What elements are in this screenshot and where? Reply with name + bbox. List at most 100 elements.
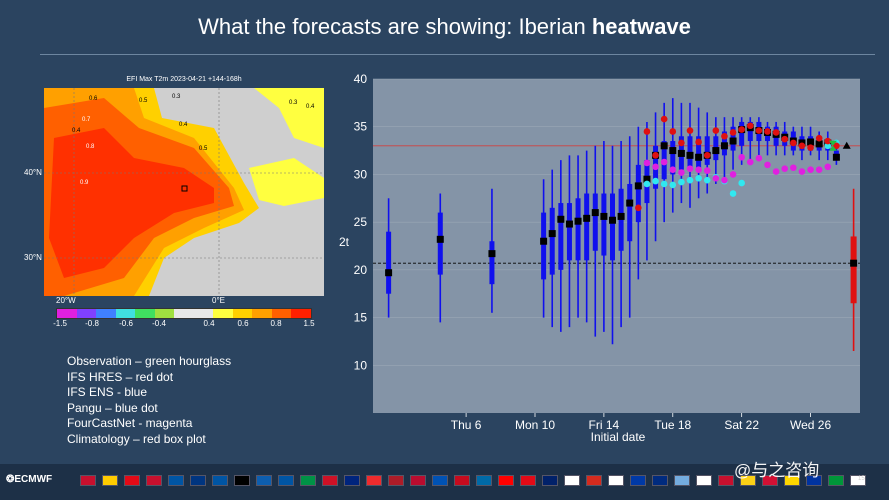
pangu-point <box>669 181 677 189</box>
colorbar-tick-label: 0.4 <box>203 319 215 328</box>
slide-title-bold: heatwave <box>591 14 691 39</box>
colorbar-swatch <box>76 309 97 318</box>
y-tick-label: 10 <box>354 358 368 372</box>
reference-triangle <box>842 141 851 149</box>
colorbar-swatch <box>193 309 214 318</box>
fourcastnet-point <box>686 165 694 173</box>
x-tick-label: Sat 22 <box>724 418 759 432</box>
country-flag <box>608 475 624 486</box>
country-flag <box>850 475 866 486</box>
pangu-point <box>729 190 737 197</box>
ens-box <box>670 141 676 175</box>
ens-box <box>558 203 564 270</box>
country-flag <box>168 475 184 486</box>
ens-box <box>696 136 702 170</box>
ens-box <box>704 136 710 165</box>
hres-point <box>798 142 806 150</box>
colorbar-tick-label: 0.6 <box>237 319 249 328</box>
fourcastnet-point <box>746 158 754 166</box>
colorbar-swatch <box>154 309 175 318</box>
country-flag <box>366 475 382 486</box>
ens-median <box>643 175 651 183</box>
pangu-point <box>686 176 694 184</box>
fourcastnet-point <box>824 163 832 171</box>
legend-fourcastnet: FourCastNet - magenta <box>67 416 193 431</box>
country-flag <box>784 475 800 486</box>
country-flag <box>432 475 448 486</box>
y-tick-label: 35 <box>354 120 368 134</box>
ens-box <box>549 207 555 275</box>
fourcastnet-point <box>721 176 728 184</box>
country-flag <box>146 475 162 486</box>
fourcastnet-point <box>703 167 711 174</box>
fourcastnet-point <box>660 158 668 166</box>
country-flag <box>278 475 294 486</box>
contour-label: 0.9 <box>80 180 89 186</box>
hres-point <box>764 128 771 135</box>
colorbar-swatch <box>291 309 311 318</box>
country-flag <box>762 475 778 486</box>
ens-median <box>548 230 556 238</box>
fourcastnet-point <box>729 171 737 178</box>
ens-median <box>677 149 685 157</box>
contour-label: 0.4 <box>306 104 315 110</box>
fourcastnet-point <box>798 168 806 175</box>
country-flag <box>740 475 756 486</box>
contour-label: 0.6 <box>89 96 98 102</box>
country-flag <box>520 475 536 486</box>
pangu-point <box>678 178 685 186</box>
ecmwf-logo-text: ECMWF <box>14 474 53 485</box>
fourcastnet-point <box>764 161 771 169</box>
page-number: 15 <box>858 476 865 482</box>
fourcastnet-point <box>669 166 677 173</box>
ens-median <box>583 214 591 222</box>
hres-point <box>738 126 745 133</box>
country-flag <box>696 475 712 486</box>
slide-title: What the forecasts are showing: Iberian … <box>0 14 889 40</box>
country-flag <box>564 475 580 486</box>
country-flag <box>300 475 316 486</box>
colorbar-swatch <box>252 309 272 318</box>
hres-point <box>772 129 780 136</box>
country-flag <box>454 475 470 486</box>
pangu-point <box>652 177 659 185</box>
country-flag <box>80 475 96 486</box>
fourcastnet-point <box>781 165 789 173</box>
watermark: @与之咨询 <box>734 461 820 480</box>
map-colorbar <box>56 308 312 319</box>
contour-label: 0.5 <box>139 98 148 104</box>
ens-median <box>626 199 634 207</box>
observation-hourglass <box>828 140 837 151</box>
country-flag <box>652 475 668 486</box>
ens-box <box>584 193 590 261</box>
fourcastnet-point <box>712 174 720 182</box>
hres-point <box>652 152 659 159</box>
slide-title-prefix: What the forecasts are showing: Iberian <box>198 14 592 39</box>
ens-median <box>686 151 694 159</box>
fourcastnet-point <box>807 166 814 173</box>
pangu-point <box>660 180 668 188</box>
ens-box <box>489 241 495 285</box>
country-flag <box>388 475 404 486</box>
hres-point <box>790 139 797 147</box>
country-flag <box>674 475 690 486</box>
legend-climatology: Climatology – red box plot <box>67 431 206 446</box>
ens-box <box>566 203 572 261</box>
ens-box <box>739 121 745 146</box>
colorbar-tick-label: -0.6 <box>119 319 133 328</box>
colorbar-swatch <box>135 309 155 318</box>
fourcastnet-point <box>652 163 659 171</box>
x-tick-label: Fri 14 <box>589 418 620 432</box>
colorbar-tick-label: -1.5 <box>53 319 67 328</box>
legend-ifs-ens: IFS ENS - blue <box>67 385 148 400</box>
hres-point <box>660 115 668 123</box>
climatology-median <box>850 259 858 267</box>
map-title: EFI Max T2m 2023-04-21 +144-168h <box>126 76 242 83</box>
pangu-point <box>695 174 702 182</box>
ens-median <box>712 147 720 155</box>
pangu-point <box>643 180 651 188</box>
hres-point <box>755 127 763 134</box>
ens-box <box>592 193 598 251</box>
x-tick-label: Tue 18 <box>654 418 691 432</box>
country-flag <box>256 475 272 486</box>
